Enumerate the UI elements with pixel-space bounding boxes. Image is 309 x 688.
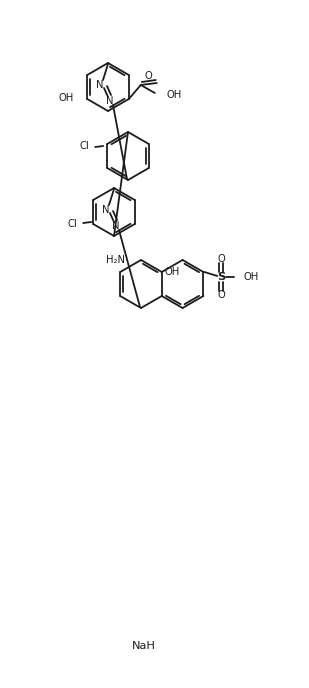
Text: N: N [112,221,120,231]
Text: OH: OH [164,267,180,277]
Text: N: N [106,96,114,106]
Text: Cl: Cl [67,219,77,229]
Text: OH: OH [167,90,182,100]
Text: OH: OH [59,93,74,103]
Text: N: N [96,80,104,90]
Text: N: N [102,205,110,215]
Text: NaH: NaH [132,641,156,651]
Text: Cl: Cl [79,141,89,151]
Text: O: O [218,290,225,300]
Text: O: O [218,254,225,264]
Text: OH: OH [243,272,259,282]
Text: H₂N: H₂N [106,255,125,265]
Text: S: S [217,272,226,282]
Text: O: O [145,71,153,81]
